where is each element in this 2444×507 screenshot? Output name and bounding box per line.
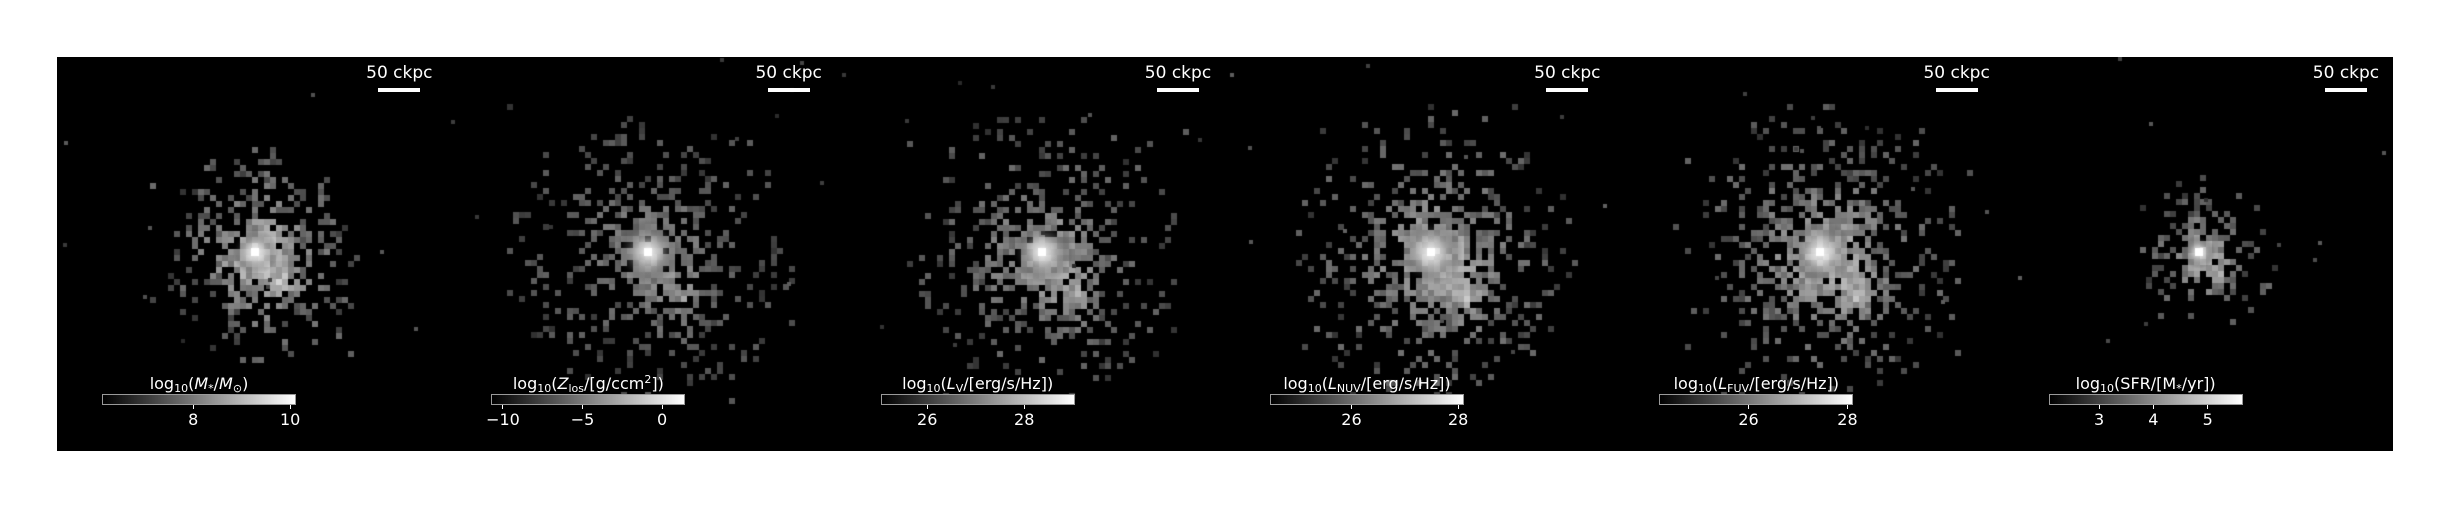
scalebar-line [1546,88,1589,92]
scalebar: 50 ckpc [364,63,434,92]
colorbar-tick-label: 28 [1827,405,1867,429]
panel-luminosity-fuv: 50 ckpc log10(LFUV/[erg/s/Hz]) 26 28 [1614,57,2004,451]
colorbar-tick-label: 4 [2133,405,2173,429]
scalebar-line [1156,88,1199,92]
scalebar-line [767,88,810,92]
panel-luminosity-nuv: 50 ckpc log10(LNUV/[erg/s/Hz]) 26 28 [1224,57,1615,451]
colorbar-tick-label: 26 [1331,405,1371,429]
colorbar-ticks: 26 28 [1270,405,1468,431]
colorbar-gradient [1659,394,1854,405]
scalebar-label: 50 ckpc [2312,63,2380,83]
panel-luminosity-v: 50 ckpc log10(LV/[erg/s/Hz]) 26 28 [835,57,1225,451]
scalebar-label: 50 ckpc [1144,63,1212,83]
scalebar: 50 ckpc [1922,63,1992,92]
colorbar-label: log10(Zlos/[g/ccm2]) [512,373,664,395]
galaxy-image [2003,57,2393,451]
scalebar-label: 50 ckpc [1534,63,1601,83]
panel-stellar-mass: 50 ckpc log10(M*/M⊙) 8 10 [57,57,447,451]
galaxy-image [446,57,836,451]
colorbar-tick-label: −10 [483,405,523,429]
panels-row: 50 ckpc log10(M*/M⊙) 8 10 50 ckpc log10(Z… [57,57,2393,451]
colorbar-gradient [491,394,686,405]
scalebar: 50 ckpc [1532,63,1602,92]
scalebar: 50 ckpc [1143,63,1213,92]
colorbar-tick-label: 26 [1729,405,1769,429]
colorbar-ticks: 26 28 [1659,405,1857,431]
colorbar-gradient [880,394,1075,405]
colorbar-gradient [102,394,296,405]
scalebar-label: 50 ckpc [366,63,433,83]
scalebar-label: 50 ckpc [755,63,822,83]
colorbar-tick-label: 26 [907,405,947,429]
colorbar-gradient [2048,394,2243,405]
scalebar-line [1935,88,1978,92]
galaxy-image [57,57,446,451]
panel-metallicity: 50 ckpc log10(Zlos/[g/ccm2]) −10 −5 0 [446,57,836,451]
colorbar-tick-label: −5 [563,405,603,429]
scalebar: 50 ckpc [754,63,824,92]
galaxy-image [835,57,1225,451]
colorbar-tick-label: 28 [1004,405,1044,429]
colorbar-ticks: −10 −5 0 [486,405,685,431]
colorbar-tick-label: 5 [2188,405,2228,429]
colorbar-tick-label: 3 [2079,405,2119,429]
colorbar-ticks: 26 28 [881,405,1075,431]
colorbar-label: log10(LNUV/[erg/s/Hz]) [1283,374,1451,395]
colorbar-label: log10(M*/M⊙) [149,374,249,395]
scalebar: 50 ckpc [2311,63,2381,92]
scalebar-line [378,88,421,92]
colorbar-ticks: 8 10 [102,405,300,431]
colorbar-tick-label: 0 [642,405,682,429]
galaxy-image [1224,57,1614,451]
colorbar-tick-label: 8 [173,405,213,429]
scalebar-label: 50 ckpc [1923,63,1990,83]
colorbar-label: log10(LFUV/[erg/s/Hz]) [1673,374,1840,395]
colorbar-gradient [1269,394,1464,405]
scalebar-line [2324,88,2367,92]
colorbar-tick-label: 28 [1438,405,1478,429]
colorbar-tick-label: 10 [270,405,310,429]
galaxy-image [1614,57,2004,451]
colorbar-label: log10(SFR/[M*/yr]) [2075,374,2216,395]
colorbar-label: log10(LV/[erg/s/Hz]) [902,374,1054,395]
